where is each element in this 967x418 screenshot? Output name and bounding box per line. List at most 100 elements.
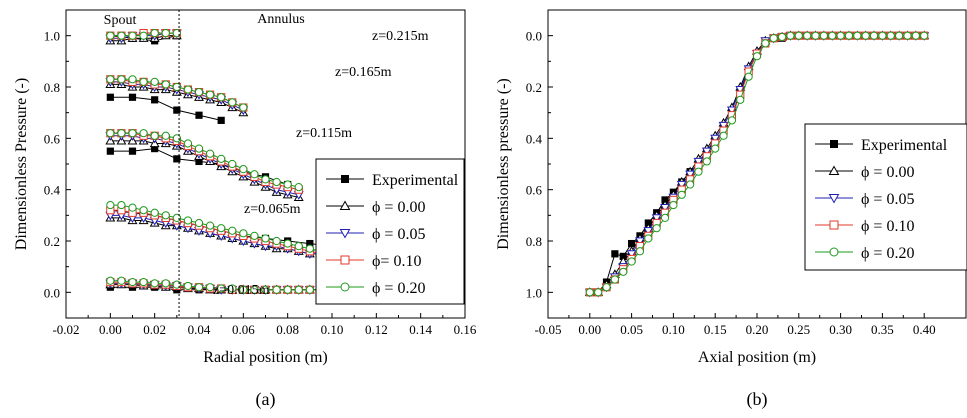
data-point [651, 214, 662, 224]
legend-marker [828, 194, 840, 204]
data-point [150, 279, 159, 288]
data-point [161, 131, 170, 140]
x-tick-label: 0.12 [365, 322, 388, 337]
data-point [228, 284, 237, 293]
data-point [686, 180, 695, 189]
data-point [172, 82, 181, 92]
data-point [261, 285, 270, 294]
data-point [305, 285, 314, 294]
data-point [272, 285, 281, 294]
data-point [869, 31, 879, 40]
series-line [110, 140, 299, 198]
data-point [294, 183, 303, 192]
data-point [661, 196, 669, 204]
data-point [610, 275, 619, 284]
data-point [660, 204, 671, 213]
data-point [693, 157, 704, 167]
x-tick-label: 0.02 [143, 322, 166, 337]
y-tick-label: 0.8 [526, 234, 542, 249]
y-tick-label: 0.6 [44, 131, 61, 146]
data-point [183, 216, 193, 225]
data-point [634, 237, 645, 247]
data-point [194, 218, 204, 228]
panel-label: (b) [747, 389, 768, 410]
data-point [727, 116, 737, 125]
series-line [110, 96, 222, 121]
data-point [701, 147, 712, 157]
data-point [139, 206, 148, 215]
legend-label: ϕ = 0.00 [372, 199, 425, 216]
data-point [173, 106, 181, 114]
data-point [217, 93, 226, 102]
data-point [161, 211, 170, 220]
data-point [736, 95, 745, 104]
legend-marker [829, 247, 839, 257]
data-point [272, 177, 281, 187]
data-point [239, 229, 248, 238]
x-tick-label: 0.25 [787, 322, 810, 337]
panel-label: (a) [256, 389, 276, 410]
data-point [106, 147, 114, 155]
x-tick-label: 0.10 [662, 322, 685, 337]
legend-label: ϕ = 0.00 [861, 164, 914, 181]
data-point [305, 244, 314, 253]
data-point [719, 131, 728, 140]
data-point [117, 276, 126, 285]
data-point [895, 31, 904, 40]
chart-panel-b: -0.05 0.00 0.05 0.10 0.15 0.20 0.25 0.30 0.35 0.4… [495, 9, 967, 410]
data-point [128, 277, 137, 287]
data-point [183, 85, 193, 94]
data-point [261, 234, 270, 243]
data-point [903, 31, 912, 40]
x-tick-label: -0.05 [534, 322, 561, 337]
data-point [205, 221, 215, 230]
z-annotation: z=0.215m [372, 29, 429, 44]
data-point [183, 139, 193, 148]
data-point [139, 277, 148, 287]
x-tick-label: 0.35 [871, 322, 894, 337]
legend-marker [340, 282, 350, 292]
data-point [627, 257, 636, 266]
legend-label: ϕ= 0.10 [372, 253, 421, 270]
data-point [106, 129, 115, 138]
data-point [611, 250, 619, 258]
x-tick-label: 0.20 [746, 322, 769, 337]
data-point [117, 31, 126, 40]
x-tick-label: 0.00 [578, 322, 601, 337]
data-point [861, 31, 870, 40]
x-tick-label: 0.30 [829, 322, 852, 337]
data-point [139, 77, 148, 86]
series-line [110, 135, 299, 196]
data-point [761, 39, 770, 48]
data-point [150, 28, 159, 38]
data-point [794, 31, 803, 40]
data-point [786, 31, 795, 40]
data-point [106, 93, 114, 101]
data-point [106, 200, 115, 210]
series-line [110, 132, 299, 191]
data-point [602, 283, 611, 292]
z-annotation: z=0.015m [213, 283, 270, 298]
series-line [589, 37, 783, 293]
data-point [194, 88, 204, 97]
y-tick-label: 0.4 [44, 183, 61, 198]
data-point [150, 208, 159, 217]
legend-label: ϕ = 0.20 [861, 245, 914, 262]
data-point [239, 165, 248, 174]
data-point [128, 203, 137, 212]
data-point [306, 239, 314, 248]
data-point [239, 103, 248, 112]
data-point [643, 227, 654, 236]
x-axis-label: Axial position (m) [698, 349, 816, 366]
x-tick-label: 0.00 [99, 322, 122, 337]
data-point [106, 31, 115, 40]
legend-marker [829, 220, 839, 230]
y-tick-label: 0.8 [44, 80, 60, 95]
legend-marker [828, 165, 840, 175]
data-point [628, 239, 636, 248]
z-annotation: z=0.115m [296, 126, 352, 141]
data-point [139, 31, 148, 40]
data-point [911, 31, 920, 40]
y-axis-label: Dimensionless pressure (-) [495, 78, 512, 250]
